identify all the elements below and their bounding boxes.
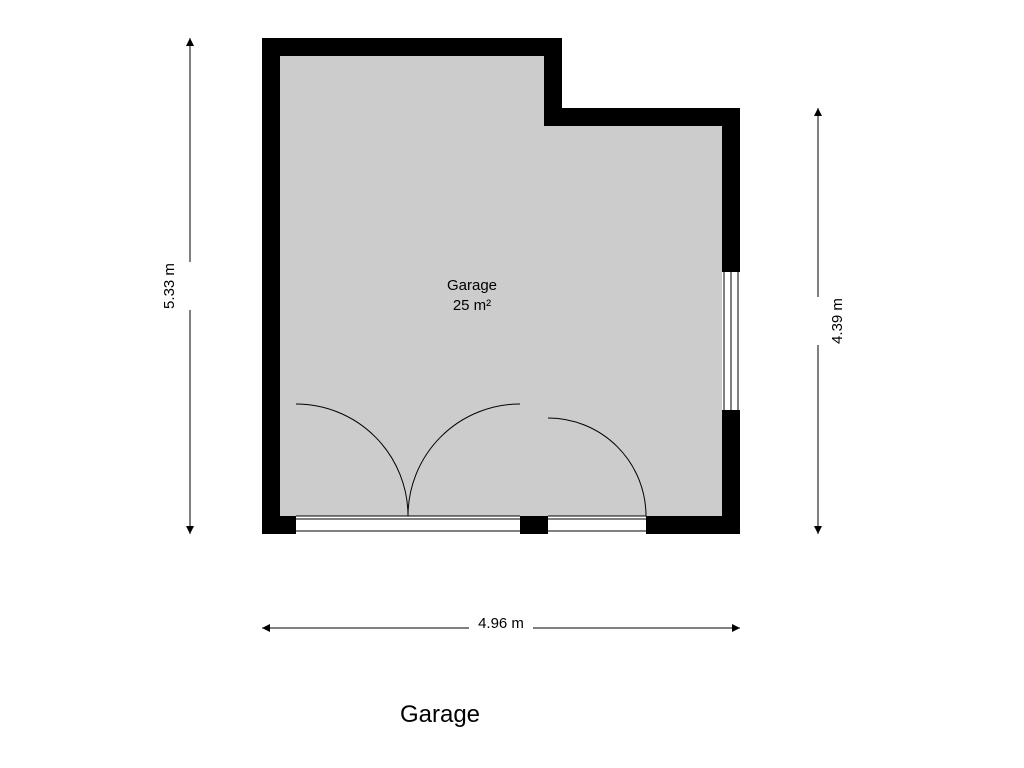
arrowhead-icon: [186, 38, 194, 46]
arrowhead-icon: [186, 526, 194, 534]
dimension-label-right: 4.39 m: [829, 298, 846, 344]
room-name-label: Garage: [447, 277, 497, 294]
dimension-left: 5.33 m: [161, 38, 190, 534]
dimension-bottom: 4.96 m: [262, 615, 740, 632]
dimension-right: 4.39 m: [818, 108, 846, 534]
arrowhead-icon: [732, 624, 740, 632]
dimension-label-bottom: 4.96 m: [478, 615, 524, 632]
dimension-label-left: 5.33 m: [161, 263, 178, 309]
arrowhead-icon: [814, 108, 822, 116]
arrowhead-icon: [814, 526, 822, 534]
page-title: Garage: [400, 701, 480, 728]
arrowhead-icon: [262, 624, 270, 632]
room-area-label: 25 m²: [453, 297, 491, 314]
